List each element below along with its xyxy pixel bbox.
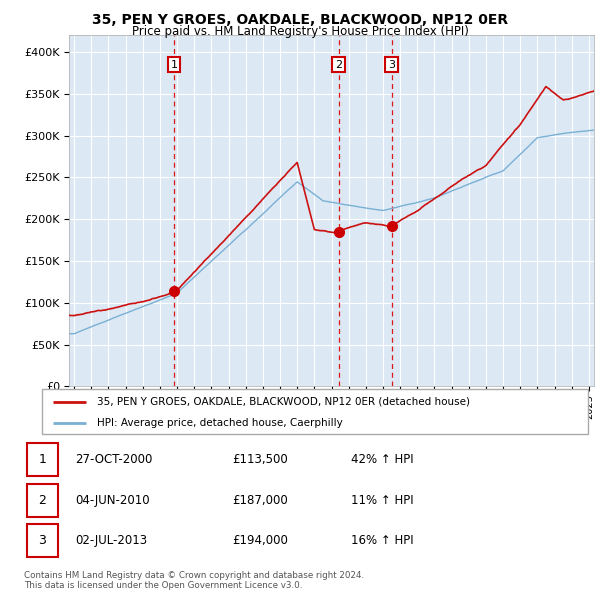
Bar: [27, 524, 58, 557]
Text: HPI: Average price, detached house, Caerphilly: HPI: Average price, detached house, Caer…: [97, 418, 343, 428]
Bar: [27, 443, 58, 476]
Text: 27-OCT-2000: 27-OCT-2000: [75, 453, 152, 466]
Text: Price paid vs. HM Land Registry's House Price Index (HPI): Price paid vs. HM Land Registry's House …: [131, 25, 469, 38]
Bar: [27, 484, 58, 516]
Text: 3: 3: [38, 534, 46, 547]
Text: 11% ↑ HPI: 11% ↑ HPI: [351, 493, 414, 507]
Text: This data is licensed under the Open Government Licence v3.0.: This data is licensed under the Open Gov…: [24, 581, 302, 589]
Text: 1: 1: [170, 60, 178, 70]
Text: £187,000: £187,000: [233, 493, 289, 507]
Text: 2: 2: [38, 493, 46, 507]
Text: 1: 1: [38, 453, 46, 466]
Text: Contains HM Land Registry data © Crown copyright and database right 2024.: Contains HM Land Registry data © Crown c…: [24, 571, 364, 579]
Text: 3: 3: [388, 60, 395, 70]
Text: 42% ↑ HPI: 42% ↑ HPI: [351, 453, 414, 466]
Text: £194,000: £194,000: [233, 534, 289, 547]
Text: 16% ↑ HPI: 16% ↑ HPI: [351, 534, 414, 547]
Text: 04-JUN-2010: 04-JUN-2010: [75, 493, 149, 507]
Text: 35, PEN Y GROES, OAKDALE, BLACKWOOD, NP12 0ER: 35, PEN Y GROES, OAKDALE, BLACKWOOD, NP1…: [92, 13, 508, 27]
Text: £113,500: £113,500: [233, 453, 289, 466]
Text: 2: 2: [335, 60, 342, 70]
Text: 35, PEN Y GROES, OAKDALE, BLACKWOOD, NP12 0ER (detached house): 35, PEN Y GROES, OAKDALE, BLACKWOOD, NP1…: [97, 397, 470, 407]
Text: 02-JUL-2013: 02-JUL-2013: [75, 534, 147, 547]
